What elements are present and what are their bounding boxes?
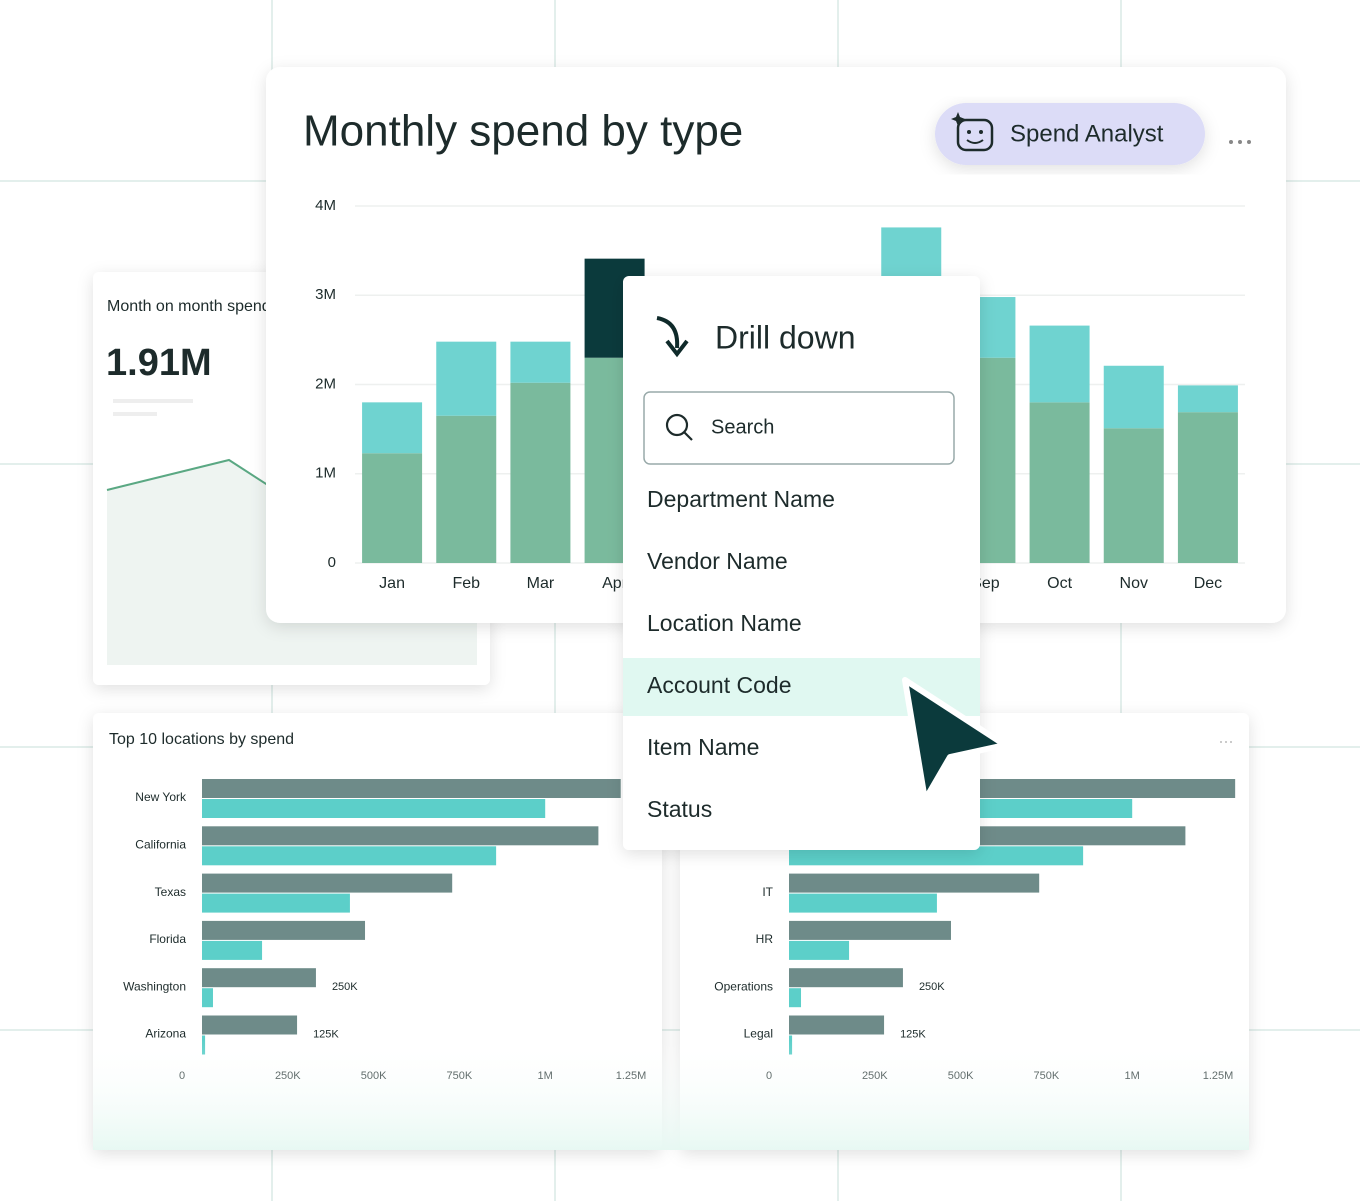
bar-segment	[1103, 365, 1164, 429]
bar	[202, 968, 316, 988]
x-tick-label: Apr	[602, 575, 628, 592]
bar-segment	[1177, 412, 1238, 563]
menu-item[interactable]: Department Name	[647, 486, 835, 512]
bar	[789, 988, 802, 1008]
bar-segment	[1029, 325, 1090, 403]
x-tick-label: Mar	[527, 575, 555, 592]
x-tick-label: Jan	[379, 575, 405, 592]
y-tick-label: IT	[762, 885, 773, 899]
kpi-title: Month on month spend	[107, 298, 271, 315]
y-tick-label: Legal	[744, 1027, 773, 1041]
y-tick-label: New York	[135, 790, 187, 804]
bar	[202, 920, 366, 940]
y-tick-label: 0	[328, 554, 336, 571]
bar	[202, 873, 453, 893]
mouse-cursor	[902, 677, 1008, 803]
bar	[789, 920, 951, 940]
bar-segment	[436, 341, 497, 416]
bar-segment	[362, 453, 423, 563]
bar-segment	[1103, 428, 1164, 563]
menu-title: Drill down	[715, 319, 855, 355]
more-menu[interactable]	[1220, 741, 1232, 743]
menu-item[interactable]: Status	[647, 796, 712, 822]
x-tick-label: Oct	[1047, 575, 1072, 592]
y-tick-label: Texas	[155, 885, 186, 899]
bar	[202, 846, 497, 866]
bar	[202, 799, 546, 818]
bar-segment	[1177, 385, 1238, 413]
menu-item[interactable]: Item Name	[647, 734, 759, 760]
bar	[789, 968, 903, 988]
more-menu[interactable]	[1229, 140, 1251, 144]
y-tick-label: 2M	[315, 375, 336, 392]
button-label[interactable]: Spend Analyst	[1010, 120, 1164, 147]
y-tick-label: California	[135, 837, 186, 851]
bar-segment	[362, 402, 423, 454]
bar	[789, 893, 937, 913]
search-box[interactable]: Search	[643, 391, 955, 465]
y-tick-label: Arizona	[145, 1027, 186, 1041]
annotation: 125K	[313, 1028, 339, 1040]
x-tick-label: Nov	[1120, 575, 1148, 592]
y-tick-label: 1M	[315, 465, 336, 482]
menu-item[interactable]: Location Name	[647, 610, 802, 636]
menu-item[interactable]: Vendor Name	[647, 548, 788, 574]
x-tick-label: Feb	[452, 575, 480, 592]
bar-segment	[1029, 402, 1090, 563]
bar	[202, 779, 621, 798]
y-tick-label: 4M	[315, 197, 336, 214]
bar	[202, 988, 213, 1008]
bar	[789, 846, 1084, 866]
chart-title: Monthly spend by type	[303, 107, 743, 156]
annotation: 250K	[919, 981, 945, 993]
bar	[789, 940, 850, 960]
bar-segment	[436, 415, 497, 563]
y-tick-label: Florida	[149, 932, 186, 946]
search-placeholder[interactable]: Search	[711, 416, 774, 438]
annotation: 250K	[332, 981, 358, 993]
bar-segment	[510, 382, 571, 563]
bar	[202, 1015, 298, 1035]
bar-segment	[510, 341, 571, 383]
drill-down-menu: Drill down Search Department Name Vendor …	[623, 276, 980, 850]
y-tick-label: 3M	[315, 286, 336, 303]
bottom-fade	[93, 1040, 1249, 1150]
annotation: 125K	[900, 1028, 926, 1040]
x-tick-label: Dec	[1194, 575, 1222, 592]
kpi-value: 1.91M	[106, 342, 212, 384]
bar	[202, 940, 263, 960]
spend-analyst-button[interactable]: Spend Analyst	[935, 103, 1205, 165]
bar	[789, 873, 1040, 893]
y-tick-label: Operations	[714, 979, 773, 993]
menu-item[interactable]: Account Code	[647, 672, 791, 698]
y-tick-label: Washington	[123, 979, 186, 993]
bar	[202, 826, 599, 846]
y-tick-label: HR	[756, 932, 774, 946]
chart-title: Top 10 locations by spend	[109, 731, 294, 748]
bar	[202, 893, 350, 913]
bar	[789, 1015, 885, 1035]
